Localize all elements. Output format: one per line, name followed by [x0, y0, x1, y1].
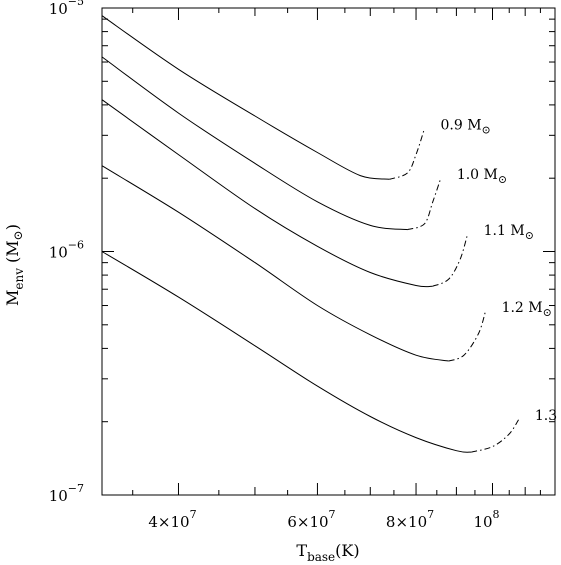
series-solid-line — [101, 99, 433, 288]
series-solid-line — [101, 165, 449, 362]
series-solid-line — [101, 251, 472, 453]
x-tick-mantissa: 4×10 — [148, 513, 189, 531]
series-label-text: 1.3 M — [535, 408, 561, 424]
x-tick-exponent: 7 — [427, 508, 434, 521]
y-axis-title-sub: env — [12, 268, 26, 290]
series-label-text: 1.2 M — [502, 300, 543, 316]
x-tick-mantissa: 10 — [473, 513, 492, 531]
x-axis-title-main: T — [296, 541, 307, 560]
x-tick-label: 108 — [473, 508, 499, 531]
y-tick-mantissa: 10 — [49, 487, 68, 505]
y-tick-label: 10−5 — [49, 0, 84, 18]
x-tick-label: 8×107 — [386, 508, 434, 531]
series-label: 1.0 M⊙ — [457, 167, 507, 186]
series-solid-line — [101, 15, 390, 180]
series-dashdot-line — [448, 310, 487, 362]
series-dashdot-line — [407, 178, 442, 231]
y-tick-exponent: −7 — [68, 482, 84, 495]
x-axis-title-unit: (K) — [335, 541, 359, 560]
y-axis-title-unit: (M — [3, 240, 22, 263]
series-label-text: 0.9 M — [440, 117, 481, 133]
series-dashdot-line — [432, 233, 469, 287]
x-tick-mantissa: 6×10 — [287, 513, 328, 531]
y-tick-label: 10−7 — [49, 482, 84, 505]
series-label: 1.1 M⊙ — [484, 223, 534, 242]
y-axis-title: Menv (M⊙) — [3, 224, 26, 306]
sun-symbol: ⊙ — [498, 173, 507, 186]
y-tick-mantissa: 10 — [49, 0, 68, 18]
x-tick-mantissa: 8×10 — [386, 513, 427, 531]
y-tick-exponent: −5 — [68, 0, 84, 8]
x-tick-label: 4×107 — [148, 508, 196, 531]
plot-frame — [101, 7, 556, 496]
y-tick-label: 10−6 — [49, 239, 84, 262]
x-axis-title-sub: base — [307, 550, 335, 564]
sun-symbol: ⊙ — [11, 230, 25, 240]
series-label: 1.2 M⊙ — [502, 300, 552, 319]
series-label: 1.3 M⊙ — [535, 408, 561, 427]
series-label-text: 1.0 M — [457, 167, 498, 183]
sun-symbol: ⊙ — [482, 123, 491, 136]
x-tick-label: 6×107 — [287, 508, 335, 531]
sun-symbol: ⊙ — [543, 306, 552, 319]
series-solid-line — [101, 56, 408, 231]
y-axis-title-main: M — [3, 290, 22, 306]
series-label-text: 1.1 M — [484, 223, 525, 239]
y-axis-title-close: ) — [3, 224, 22, 230]
series-dashdot-line — [389, 128, 425, 180]
x-tick-exponent: 7 — [190, 508, 197, 521]
series-dashdot-line — [471, 418, 520, 453]
sun-symbol: ⊙ — [525, 229, 534, 242]
x-tick-exponent: 7 — [329, 508, 336, 521]
x-axis-title: Tbase(K) — [296, 541, 359, 564]
y-tick-exponent: −6 — [68, 239, 84, 252]
x-tick-exponent: 8 — [493, 508, 500, 521]
y-tick-mantissa: 10 — [49, 244, 68, 262]
series-label: 0.9 M⊙ — [440, 117, 490, 136]
